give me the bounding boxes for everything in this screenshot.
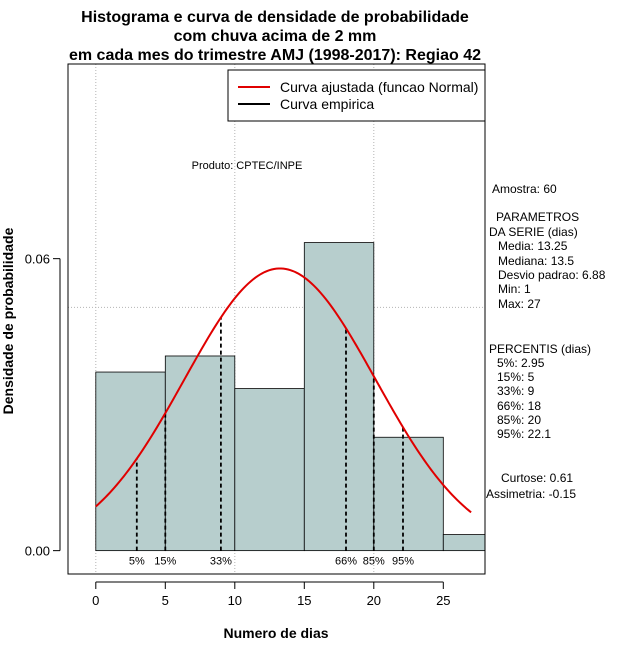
title-line-1: Histograma e curva de densidade de proba…	[81, 9, 469, 26]
percentile-label-85: 85%	[363, 556, 385, 568]
y-axis: 0.00 0.06	[25, 252, 61, 559]
histogram-bar-3	[234, 388, 305, 552]
normal-fit-curve	[95, 267, 472, 514]
param-min: Min: 1	[498, 282, 531, 296]
percentil-95: 95%: 22.1	[497, 427, 551, 441]
percentile-label-95: 95%	[392, 556, 414, 568]
legend: Curva ajustada (funcao Normal) Curva emp…	[227, 69, 486, 122]
params-header-1: PARAMETROS	[496, 210, 579, 224]
percentis-header: PERCENTIS (dias)	[489, 342, 591, 356]
percentile-lines	[135, 317, 404, 551]
legend-label-fit: Curva ajustada (funcao Normal)	[280, 79, 478, 95]
percentile-labels: 5% 15% 33% 66% 85% 95%	[129, 556, 414, 568]
x-tick-label-10: 10	[228, 593, 242, 608]
x-tick-label-25: 25	[436, 593, 450, 608]
x-axis-label: Numero de dias	[223, 625, 328, 641]
x-tick-label-0: 0	[92, 593, 99, 608]
title-line-2: com chuva acima de 2 mm	[174, 28, 377, 45]
percentile-label-66: 66%	[335, 556, 357, 568]
y-tick-label-1: 0.06	[25, 252, 50, 267]
statistics-panel: Amostra: 60 PARAMETROS DA SERIE (dias) M…	[486, 182, 606, 501]
percentil-66: 66%: 18	[497, 399, 541, 413]
kurtosis: Curtose: 0.61	[501, 471, 573, 485]
x-tick-label-15: 15	[297, 593, 311, 608]
param-sd: Desvio padrao: 6.88	[498, 268, 606, 282]
sample-size: Amostra: 60	[492, 182, 557, 196]
percentile-label-33: 33%	[210, 556, 232, 568]
x-tick-label-5: 5	[162, 593, 169, 608]
y-axis-label: Densidade de probabilidade	[0, 227, 16, 414]
legend-box	[227, 69, 486, 122]
param-median: Mediana: 13.5	[498, 254, 574, 268]
percentile-label-15: 15%	[154, 556, 176, 568]
y-tick-label-0: 0.00	[25, 544, 50, 559]
legend-label-empirical: Curva empirica	[280, 96, 374, 112]
param-max: Max: 27	[498, 297, 541, 311]
product-annotation: Produto: CPTEC/INPE	[192, 160, 303, 172]
plot-frame	[67, 63, 486, 575]
percentil-5: 5%: 2.95	[497, 356, 545, 370]
params-header-2: DA SERIE (dias)	[489, 225, 578, 239]
x-axis: 0 5 10 15 20 25	[92, 581, 451, 608]
x-tick-label-20: 20	[367, 593, 381, 608]
histogram-bar-2	[164, 355, 236, 552]
histogram-bar-6	[442, 534, 486, 552]
histogram-bars	[95, 242, 486, 552]
percentil-15: 15%: 5	[497, 370, 535, 384]
title-line-3: em cada mes do trimestre AMJ (1998-2017)…	[69, 47, 481, 64]
percentil-33: 33%: 9	[497, 384, 535, 398]
histogram-bar-1	[95, 371, 166, 552]
chart-title: Histograma e curva de densidade de proba…	[69, 9, 481, 64]
skewness: Assimetria: -0.15	[486, 487, 576, 501]
histogram-bar-5	[373, 436, 444, 552]
percentile-label-5: 5%	[129, 556, 145, 568]
histogram-bar-4	[303, 242, 375, 552]
percentil-85: 85%: 20	[497, 413, 541, 427]
param-mean: Media: 13.25	[498, 239, 568, 253]
